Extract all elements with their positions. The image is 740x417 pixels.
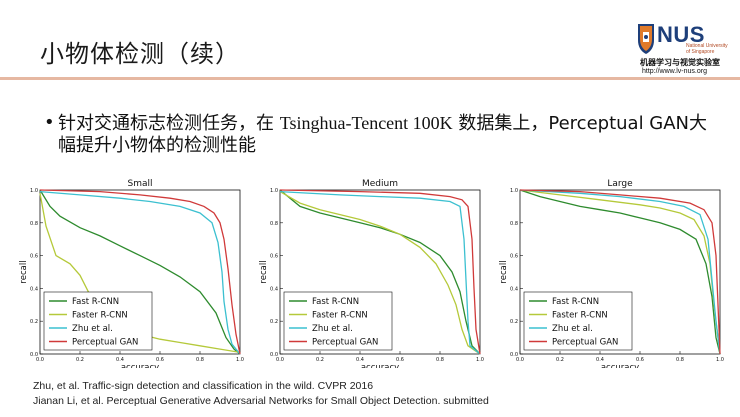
x-tick-label: 0.6 [396,357,404,363]
x-tick-label: 0.2 [316,357,324,363]
chart-large: Large 0.0 0.2 0.4 0.6 0.8 1.0 0.0 0.2 0.4 0.6 0.8 1.… [499,179,724,368]
legend-label: Zhu et al. [552,324,593,334]
series-line-fast-rcnn [39,189,241,355]
x-tick-label: 0.0 [516,357,524,363]
bullet-point: • 针对交通标志检测任务，在 Tsinghua-Tencent 100K 数据集… [44,112,708,157]
y-tick-label: 1.0 [270,188,278,194]
x-tick-label: 0.6 [156,357,164,363]
x-axis-label: accuracy [361,363,399,368]
x-tick-label: 0.4 [116,357,124,363]
chart-title: Large [607,179,633,189]
y-tick-label: 0.4 [510,286,518,292]
y-axis-label: recall [19,260,29,283]
legend-label: Perceptual GAN [552,338,618,348]
series-line-fast-rcnn [279,189,481,355]
lab-url: http://www.lv-nus.org [642,68,707,75]
x-tick-label: 1.0 [476,357,484,363]
x-tick-label: 0.4 [596,357,604,363]
reference-1: Zhu, et al. Traffic-sign detection and c… [33,380,374,392]
series-line-perceptual-gan [279,189,481,355]
x-tick-label: 0.8 [436,357,444,363]
y-tick-label: 0.4 [270,286,278,292]
y-tick-label: 0.0 [30,352,38,358]
series-line-faster-rcnn [279,191,481,355]
series-line-zhu-et-al [519,189,721,355]
legend-label: Faster R-CNN [312,311,368,321]
x-tick-label: 1.0 [236,357,244,363]
y-tick-label: 0.6 [30,254,38,260]
series-line-perceptual-gan [39,189,241,355]
series-line-zhu-et-al [39,190,241,355]
y-tick-label: 0.2 [270,319,278,325]
y-axis-label: recall [259,260,269,283]
y-tick-label: 0.8 [270,221,278,227]
y-axis-label: recall [499,260,509,283]
x-tick-label: 0.4 [356,357,364,363]
y-tick-label: 0.4 [30,286,38,292]
legend-label: Faster R-CNN [552,311,608,321]
legend-label: Fast R-CNN [312,297,359,307]
x-tick-label: 0.6 [636,357,644,363]
legend-label: Zhu et al. [312,324,353,334]
series-line-fast-rcnn [519,189,721,355]
x-tick-label: 0.0 [36,357,44,363]
y-tick-label: 0.0 [270,352,278,358]
series-line-perceptual-gan [519,189,721,355]
reference-2: Jianan Li, et al. Perceptual Generative … [33,395,489,407]
series-line-zhu-et-al [279,190,481,355]
legend-label: Perceptual GAN [72,338,138,348]
x-axis-label: accuracy [121,363,159,368]
x-axis-label: accuracy [601,363,639,368]
title-rule [0,77,740,80]
nus-university-line-1: National University [686,43,728,49]
legend-label: Zhu et al. [72,324,113,334]
nus-university-line-2: of Singapore [686,49,715,55]
chart-small: Small 0.0 0.2 0.4 0.6 0.8 1.0 0.0 0.2 0.4 0.6 0.8 1.… [19,179,244,368]
legend-label: Fast R-CNN [552,297,599,307]
y-tick-label: 1.0 [510,188,518,194]
lab-name: 机器学习与视觉实验室 [640,58,720,67]
y-tick-label: 0.2 [510,319,518,325]
x-tick-label: 0.8 [196,357,204,363]
x-tick-label: 0.0 [276,357,284,363]
chart-medium: Medium 0.0 0.2 0.4 0.6 0.8 1.0 0.0 0.2 0.4 0.6 0.8 1… [259,179,484,368]
y-tick-label: 0.6 [510,254,518,260]
chart-title: Small [128,179,153,189]
chart-title: Medium [362,179,398,189]
y-tick-label: 0.6 [270,254,278,260]
legend-label: Perceptual GAN [312,338,378,348]
bullet-text-part1: 针对交通标志检测任务，在 [58,113,280,134]
legend-label: Faster R-CNN [72,311,128,321]
slide-title: 小物体检测（续） [40,40,240,68]
y-tick-label: 0.8 [30,221,38,227]
nus-crest-icon [638,24,654,54]
y-tick-label: 1.0 [30,188,38,194]
bullet-marker: • [44,112,55,133]
y-tick-label: 0.8 [510,221,518,227]
x-tick-label: 0.8 [676,357,684,363]
nus-brand: NUS [657,22,705,47]
x-tick-label: 0.2 [76,357,84,363]
bullet-dataset-name: Tsinghua-Tencent 100K [279,113,453,133]
x-tick-label: 1.0 [716,357,724,363]
legend-label: Fast R-CNN [72,297,119,307]
x-tick-label: 0.2 [556,357,564,363]
bullet-text-part3: 数据集上，Perceptual GAN大幅提升小物体的检测性能 [58,113,708,156]
y-tick-label: 0.2 [30,319,38,325]
y-tick-label: 0.0 [510,352,518,358]
